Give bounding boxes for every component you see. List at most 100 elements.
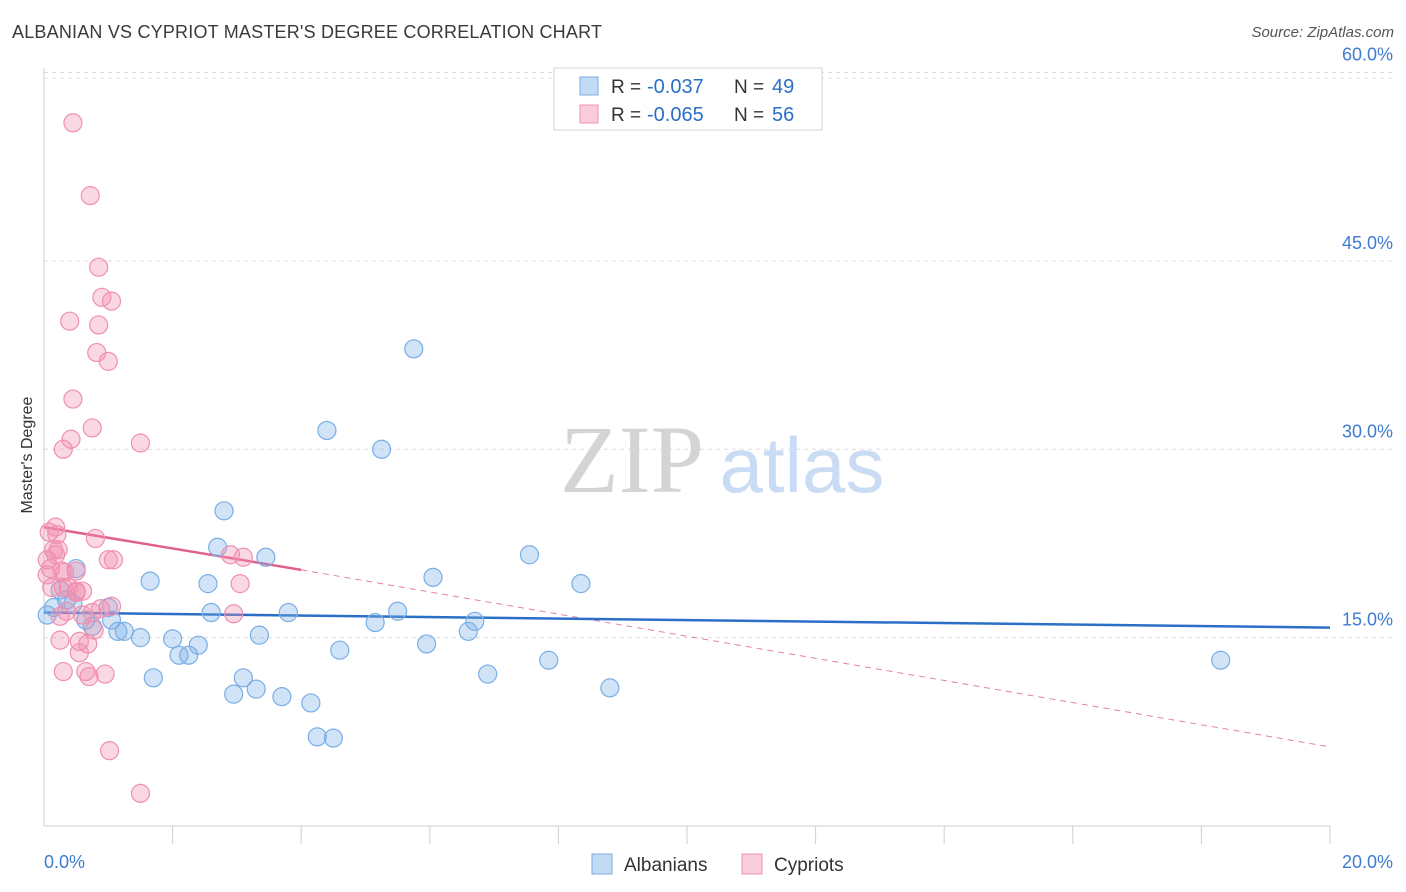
x-tick-label: 20.0%: [1342, 852, 1393, 872]
data-points: [37, 113, 1231, 803]
point-cypriots: [84, 620, 104, 640]
point-albanians: [301, 693, 321, 713]
bottom-legend: Albanians Cypriots: [591, 853, 844, 876]
bottom-legend-swatch-albanians: [591, 853, 613, 875]
point-cypriots: [66, 581, 86, 601]
x-tick-label: 0.0%: [44, 852, 85, 872]
point-albanians: [224, 684, 244, 704]
point-cypriots: [130, 783, 151, 803]
point-albanians: [539, 650, 559, 670]
point-cypriots: [56, 601, 77, 621]
legend-box: [553, 67, 823, 131]
point-cypriots: [103, 550, 124, 570]
point-albanians: [114, 621, 134, 641]
point-albanians: [465, 611, 485, 631]
point-cypriots: [60, 311, 80, 331]
point-albanians: [198, 574, 218, 594]
point-cypriots: [72, 581, 93, 601]
point-cypriots: [45, 545, 66, 565]
legend-r-value: -0.065: [647, 104, 704, 126]
point-albanians: [108, 621, 128, 641]
point-albanians: [307, 727, 327, 747]
point-cypriots: [63, 389, 83, 409]
point-cypriots: [50, 606, 70, 626]
legend-r-label: R =: [611, 105, 641, 126]
y-tick-label: 30.0%: [1342, 421, 1393, 441]
bottom-legend-label-albanians: Albanians: [624, 855, 707, 876]
point-cypriots: [89, 315, 109, 335]
point-cypriots: [48, 540, 68, 560]
point-albanians: [330, 640, 350, 660]
point-albanians: [600, 678, 620, 698]
point-albanians: [143, 668, 163, 688]
point-cypriots: [130, 433, 151, 453]
legend: R = -0.037 N = 49 R = -0.065 N = 56: [553, 67, 823, 131]
legend-swatch-albanians: [579, 76, 599, 96]
point-albanians: [214, 501, 234, 521]
point-albanians: [233, 668, 253, 688]
point-cypriots: [101, 596, 122, 616]
bottom-legend-label-cypriots: Cypriots: [774, 855, 844, 876]
point-cypriots: [53, 577, 73, 598]
point-cypriots: [89, 257, 109, 277]
point-albanians: [201, 602, 221, 623]
legend-r-value: -0.037: [647, 76, 704, 98]
point-albanians: [371, 439, 392, 459]
point-cypriots: [95, 664, 115, 684]
point-cypriots: [80, 186, 100, 206]
tick-labels: 15.0% 30.0% 45.0% 60.0% 0.0% 20.0%: [44, 45, 1393, 872]
point-cypriots: [82, 418, 102, 438]
legend-r-label: R =: [611, 77, 641, 98]
point-albanians: [323, 728, 343, 748]
point-albanians: [140, 571, 160, 591]
point-albanians: [278, 602, 298, 623]
legend-swatch-cypriots: [579, 104, 599, 124]
point-cypriots: [98, 351, 118, 371]
point-cypriots: [233, 547, 253, 567]
point-albanians: [416, 634, 437, 654]
point-cypriots: [47, 525, 67, 545]
point-cypriots: [53, 439, 73, 459]
point-albanians: [272, 687, 292, 707]
legend-n-value: 49: [772, 76, 794, 98]
point-cypriots: [92, 287, 112, 307]
point-cypriots: [61, 429, 81, 449]
point-albanians: [1211, 650, 1231, 670]
point-albanians: [458, 621, 478, 641]
point-cypriots: [53, 661, 73, 682]
point-albanians: [246, 679, 266, 699]
source-credit: Source: ZipAtlas.com: [1251, 24, 1394, 41]
watermark-zip: ZIP: [560, 406, 704, 513]
point-cypriots: [101, 291, 122, 311]
point-albanians: [404, 339, 424, 359]
y-tick-label: 45.0%: [1342, 233, 1393, 253]
point-cypriots: [230, 574, 250, 594]
point-cypriots: [45, 517, 66, 537]
point-cypriots: [63, 113, 83, 133]
point-albanians: [130, 628, 151, 648]
point-cypriots: [224, 604, 244, 624]
point-albanians: [163, 629, 183, 649]
y-tick-label: 60.0%: [1342, 45, 1393, 65]
point-cypriots: [85, 528, 106, 549]
point-albanians: [169, 645, 189, 665]
point-cypriots: [99, 741, 120, 761]
point-cypriots: [42, 577, 62, 598]
point-cypriots: [66, 561, 86, 581]
trend-line-dashed-cypriots: [301, 569, 1331, 748]
legend-n-label: N =: [734, 77, 764, 98]
legend-n-value: 56: [772, 104, 794, 126]
point-cypriots: [50, 630, 70, 650]
point-albanians: [478, 664, 498, 684]
watermark: ZIP atlas: [560, 406, 884, 513]
point-albanians: [256, 547, 276, 567]
point-albanians: [571, 574, 591, 594]
point-albanians: [179, 645, 199, 665]
point-albanians: [188, 635, 208, 655]
point-albanians: [519, 545, 540, 565]
trend-line-albanians: [43, 611, 1331, 629]
axes: [43, 68, 1331, 844]
chart-title: ALBANIAN VS CYPRIOT MASTER'S DEGREE CORR…: [12, 22, 603, 42]
point-albanians: [423, 567, 443, 587]
